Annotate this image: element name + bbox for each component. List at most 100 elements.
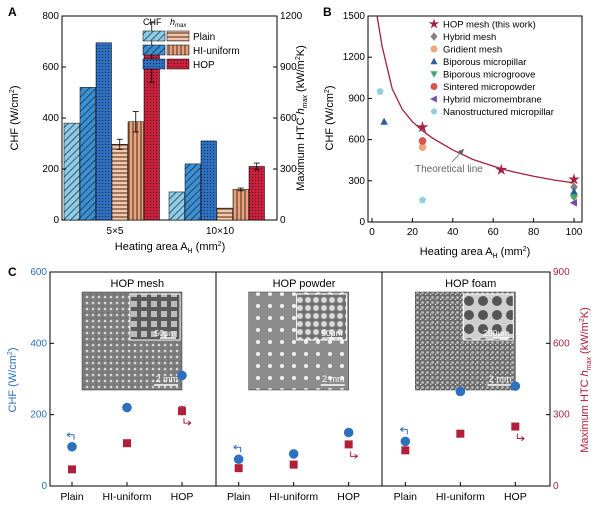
y-tick-label-a-left: 0 [53,215,59,226]
bar-0-1 [168,191,185,221]
y-tick-label-c-right: 900 [553,267,570,278]
y-tick-label-b: 900 [348,93,365,104]
x-tick-label-c: HOP [171,491,194,503]
right-axis-arrow [516,433,525,441]
y-tick-label-a-right: 1200 [280,11,303,22]
chf-point [177,370,187,381]
category-label-5x5: 5×5 [107,226,124,237]
y-axis-label-b: CHF (W/cm2) [324,85,336,150]
bar-3-1 [216,207,233,221]
x-tick-label-b: 40 [447,227,459,238]
group-title: HOP mesh [111,278,165,290]
scatter-chart-panel-c: HOP mesh 50μm 2 mm HOP powder 50μm 2 mm HOP fo… [7,267,593,503]
y-tick-label-a-left: 400 [42,113,59,124]
inset-scale-label: 200μm [483,328,509,338]
legend-header-chf: CHF [143,17,162,27]
chf-point [233,454,244,465]
legend-label-b: Hybrid mesh [443,32,496,43]
legend-label-b: Nanostructured micropillar [443,107,554,118]
legend-marker-pentagon [430,108,438,115]
hmax-point [344,440,353,449]
chf-point [343,427,354,438]
left-axis-arrow [233,444,242,453]
chf-point [510,381,521,391]
legend-label-plain: Plain [193,32,215,43]
sem-inset [296,293,348,341]
point-triangle-up [570,187,578,195]
y-tick-label-b: 300 [348,176,365,187]
y-tick-label-a-left: 600 [42,62,59,73]
point-triangle-down [570,194,578,202]
sem-inset [129,293,181,341]
right-axis-arrow [350,451,358,459]
y-tick-label-a-right: 900 [280,62,297,73]
legend-a: CHF hmax Plain HI-uniform HOP [142,17,240,71]
y-tick-label-b: 600 [348,135,365,146]
point-star [568,173,580,185]
y-tick-label-c-right: 600 [553,338,570,349]
legend-label-b: Hybrid micromembrane [443,95,542,106]
legend-label-b: Biporous microgroove [443,70,535,81]
x-tick-label-c: HI-uniform [102,491,151,503]
inset-scale-label: 50μm [321,328,342,338]
legend-label-b: Biporous micropillar [443,57,526,68]
point-circle [418,143,427,151]
hmax-point [289,460,298,469]
bar-1-0 [79,87,96,221]
legend-label-hop: HOP [193,60,215,71]
x-tick-label-b: 80 [528,227,540,238]
chf-point [288,449,299,459]
y-tick-label-b: 0 [359,217,365,228]
y-axis-label-c-left: CHF (W/cm2) [7,347,19,412]
group-title: HOP foam [445,278,496,290]
point-triangle-left [569,199,577,207]
y-axis-label-a-left: CHF (W/cm2) [9,85,21,150]
bar-3-0 [111,144,128,221]
hmax-point [456,429,465,438]
y-tick-label-a-left: 200 [42,164,59,175]
point-star [416,121,429,133]
bar-2-0 [95,42,112,221]
annotation-arrow-head [458,149,464,155]
legend-marker-triangle-down [430,71,438,78]
point-circle [418,137,427,145]
x-tick-label-b: 100 [566,227,583,238]
theoretical-line [376,15,575,184]
theoretical-line-annotation: Theoretical line [415,164,483,175]
y-tick-label-b: 1200 [343,52,366,63]
image-scale-label: 2 mm [156,374,179,384]
legend-marker-diamond [430,32,438,41]
x-tick-label-b: 0 [369,227,375,238]
x-tick-label-c: Plain [227,491,251,503]
hmax-point [234,464,243,473]
scatter-chart-panel-b: 0 20 40 60 80 100 0 300 600 900 1200 1500 HOP mesh … [324,11,583,260]
x-axis-label-a: Heating area AH (mm2) [115,241,225,255]
bar-1-1 [184,163,201,221]
x-tick-label-c: HOP [504,491,527,503]
y-axis-label-c-right: Maximum HTC hmax (kW/m2K) [579,307,593,452]
y-tick-label-c-left: 400 [30,338,47,349]
point-diamond [570,182,578,192]
y-tick-label-b: 1500 [343,11,366,22]
x-tick-label-b: 20 [407,227,419,238]
x-tick-label-b: 60 [488,227,500,238]
point-pentagon [376,87,384,95]
y-tick-label-a-right: 600 [280,113,297,124]
x-axis-label-b: Heating area AH (mm2) [420,246,530,260]
chf-point [122,402,132,413]
y-tick-label-c-left: 600 [30,267,47,278]
hmax-point [123,439,131,448]
y-tick-label-c-left: 0 [41,481,47,492]
bar-0-0 [63,122,80,221]
point-triangle-up [380,117,388,125]
x-tick-label-c: Plain [60,491,84,503]
legend-label-hi-uniform: HI-uniform [193,46,240,57]
y-axis-label-a-right: Maximum HTC hmax (kW/m2K) [295,45,309,190]
legend-marker-circle [430,45,438,53]
legend-marker-star [428,18,440,29]
right-axis-arrow [183,418,192,426]
sem-inset [462,293,514,341]
legend-marker-triangle-up [430,57,438,65]
panel-label-a: A [8,5,17,19]
